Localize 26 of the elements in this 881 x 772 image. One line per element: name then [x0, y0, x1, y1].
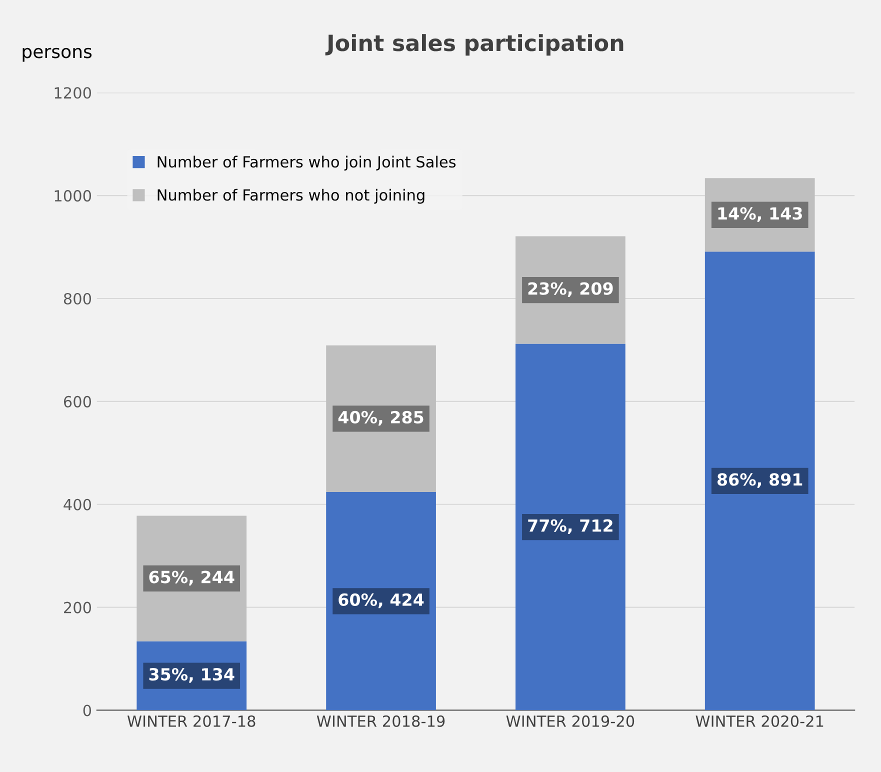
y-tick-label: 600 — [64, 396, 92, 408]
data-label: 23%, 209 — [528, 282, 613, 297]
x-tick-label: WINTER 2018-19 — [316, 715, 445, 727]
y-tick-label: 1000 — [54, 190, 92, 202]
y-tick-label: 800 — [64, 292, 92, 305]
x-tick-label: WINTER 2017-18 — [127, 715, 256, 727]
y-tick-label: 200 — [64, 602, 92, 614]
x-tick-label: WINTER 2019-20 — [506, 715, 634, 727]
bar — [326, 492, 436, 710]
y-tick-label: 400 — [64, 498, 92, 510]
data-label: 35%, 134 — [149, 668, 234, 683]
x-tick-label: WINTER 2020-21 — [696, 715, 824, 727]
data-label: 14%, 143 — [718, 207, 802, 222]
bar — [516, 344, 626, 710]
chart-title: Joint sales participation — [325, 34, 624, 56]
data-label: 77%, 712 — [528, 519, 612, 534]
legend-label: Number of Farmers who join Joint Sales — [158, 156, 456, 171]
data-label: 86%, 891 — [717, 473, 802, 488]
y-axis-title: persons — [22, 48, 92, 62]
y-tick-label: 0 — [83, 704, 92, 716]
y-tick-label: 1200 — [54, 87, 92, 99]
data-label: 65%, 244 — [149, 570, 234, 586]
data-label: 40%, 285 — [338, 410, 424, 426]
bar — [704, 252, 815, 710]
legend-label: Number of Farmers who not joining — [158, 188, 424, 204]
data-label: 60%, 424 — [338, 593, 424, 608]
